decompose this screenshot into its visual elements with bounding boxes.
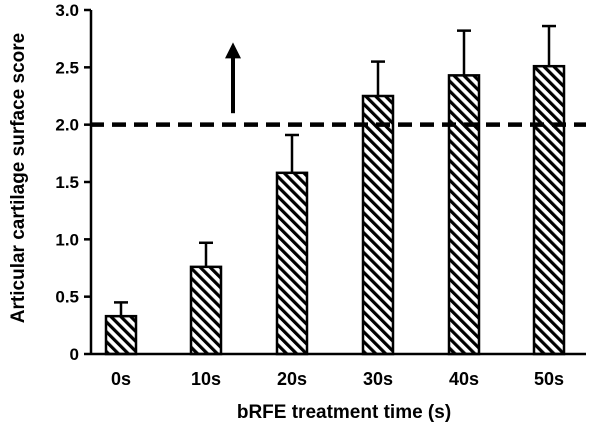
- error-bar-10s: [199, 241, 213, 267]
- x-tick-label: 40s: [449, 369, 479, 389]
- y-tick-label: 0: [70, 345, 79, 364]
- bar-40s: [447, 74, 481, 356]
- y-tick-label: 0.5: [55, 288, 79, 307]
- x-axis-title: bRFE treatment time (s): [237, 402, 451, 423]
- y-tick-label: 2.5: [55, 58, 79, 77]
- error-bar-0s: [114, 301, 128, 317]
- x-tick-label: 50s: [534, 369, 564, 389]
- y-tick-label: 3.0: [55, 1, 79, 20]
- annotation-arrow-group: [225, 42, 241, 114]
- x-tick-label: 0s: [111, 369, 131, 389]
- x-tick-label: 20s: [277, 369, 307, 389]
- y-tick-label: 1.5: [55, 173, 79, 192]
- bar-50s: [532, 64, 566, 356]
- bar-30s: [361, 94, 395, 356]
- y-axis-title: Articular cartilage surface score: [8, 33, 29, 323]
- error-bar-50s: [542, 24, 556, 67]
- bar-0s: [104, 314, 138, 356]
- bars: [104, 64, 566, 356]
- y-ticks: 0 0.5 1.0 1.5 2.0 2.5 3.0: [55, 1, 91, 364]
- x-tick-label: 30s: [363, 369, 393, 389]
- error-bar-20s: [285, 133, 299, 173]
- y-tick-label: 2.0: [55, 116, 79, 135]
- error-bars: [114, 24, 556, 317]
- bar-20s: [275, 171, 309, 356]
- y-tick-label: 1.0: [55, 230, 79, 249]
- annotation-arrow-head: [225, 42, 241, 59]
- error-bar-30s: [371, 60, 385, 96]
- x-tick-labels: 0s 10s 20s 30s 40s 50s: [111, 369, 564, 389]
- axes: [89, 10, 586, 356]
- x-tick-label: 10s: [191, 369, 221, 389]
- error-bar-40s: [457, 29, 471, 76]
- bar-10s: [189, 265, 223, 356]
